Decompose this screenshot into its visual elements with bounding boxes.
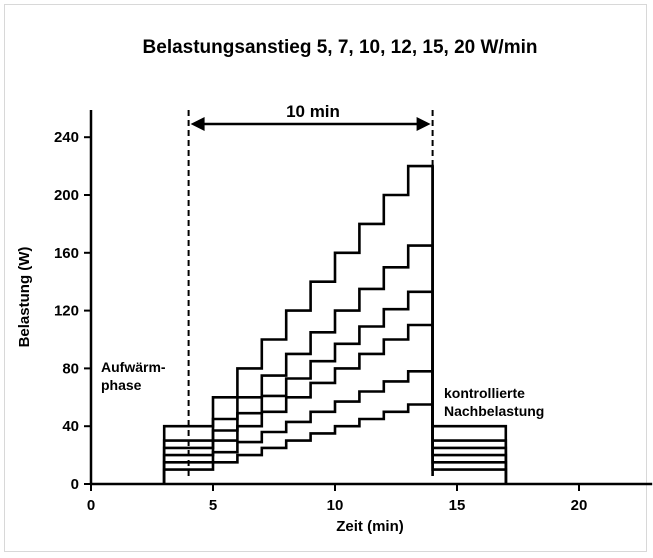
- series-layer: [162, 110, 508, 484]
- recovery-label-line2: Nachbelastung: [444, 403, 544, 419]
- ramp-duration-label: 10 min: [286, 102, 340, 121]
- x-tick-label: 5: [209, 497, 217, 514]
- duration-arrow-head-left: [190, 117, 205, 131]
- chart-title: Belastungsanstieg 5, 7, 10, 12, 15, 20 W…: [143, 37, 538, 58]
- y-tick-label: 240: [54, 129, 79, 146]
- y-tick-label: 120: [54, 303, 79, 320]
- annotations: Aufwärm- phase kontrollierte Nachbelastu…: [101, 102, 544, 419]
- duration-arrow-head-right: [416, 117, 431, 131]
- warmup-label-line1: Aufwärm-: [101, 359, 166, 375]
- x-tick-label: 0: [87, 497, 95, 514]
- y-tick-label: 40: [62, 418, 79, 435]
- y-tick-label: 80: [62, 360, 79, 377]
- warmup-label-line2: phase: [101, 377, 142, 393]
- recovery-label-line1: kontrollierte: [444, 385, 525, 401]
- series-line-20-w-per-min: [162, 164, 508, 484]
- x-axis-label: Zeit (min): [336, 518, 404, 535]
- y-tick-label: 160: [54, 245, 79, 262]
- x-tick-label: 10: [327, 497, 344, 514]
- x-tick-label: 15: [449, 497, 466, 514]
- chart-frame: [4, 4, 647, 552]
- y-tick-label: 0: [71, 476, 79, 493]
- y-tick-label: 200: [54, 187, 79, 204]
- x-tick-label: 20: [571, 497, 588, 514]
- y-axis-label: Belastung (W): [16, 247, 33, 348]
